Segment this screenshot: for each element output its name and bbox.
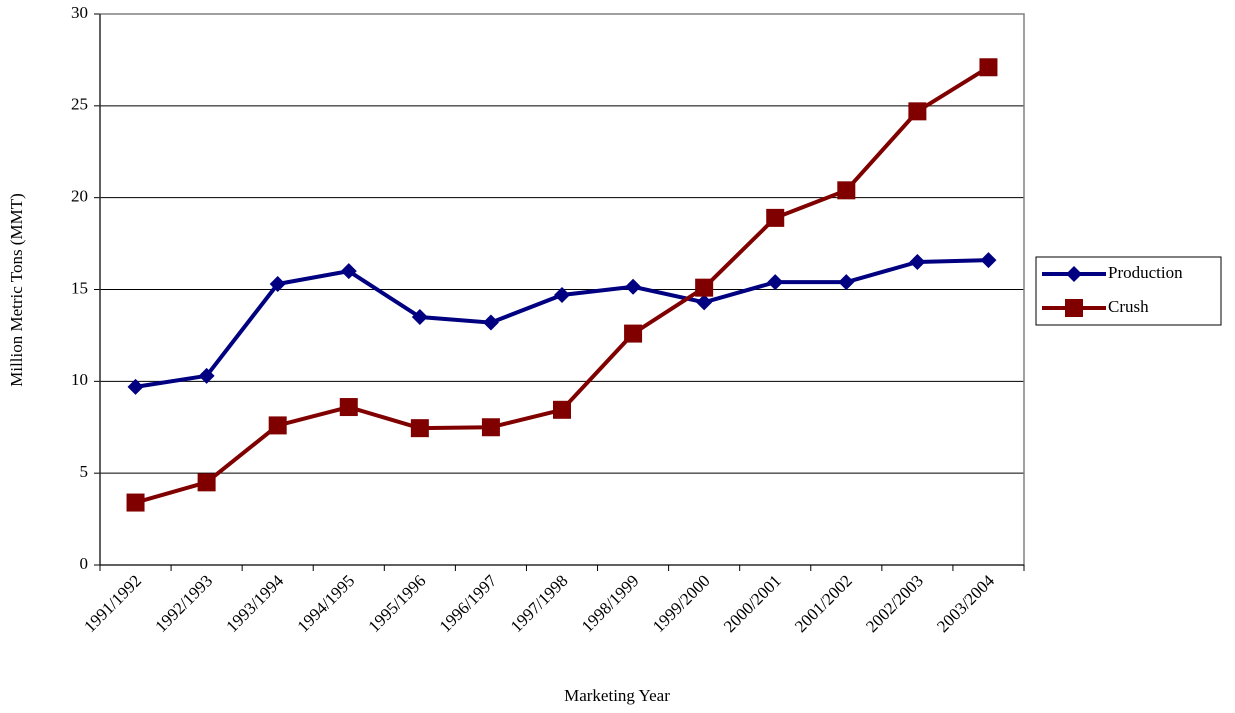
y-tick-label: 10 [71,370,88,389]
data-point [269,275,286,292]
legend-label: Crush [1108,297,1149,316]
data-point [411,309,428,326]
legend-label: Production [1108,263,1183,282]
data-point [766,208,785,227]
data-point [767,274,784,291]
y-tick-label: 20 [71,187,88,206]
data-point [268,416,287,435]
legend-marker [1066,266,1082,282]
data-point [410,419,429,438]
data-point [339,398,358,417]
data-point [909,253,926,270]
data-point [624,324,643,343]
y-tick-label: 0 [80,554,89,573]
data-point [625,278,642,295]
data-point [695,278,714,297]
y-tick-label: 25 [71,95,88,114]
y-axis-label: Million Metric Tons (MMT) [7,193,26,387]
data-point [481,418,500,437]
y-tick-label: 5 [80,462,89,481]
data-point [340,263,357,280]
data-point [554,287,570,304]
data-point [126,493,145,512]
y-tick-label: 30 [71,3,88,22]
data-point [980,252,997,269]
data-point [838,274,855,291]
data-point [127,378,144,395]
x-axis-label: Marketing Year [564,686,670,705]
data-point [837,181,856,200]
data-point [979,58,998,77]
data-point [198,367,215,384]
data-point [482,314,499,331]
data-point [553,400,571,419]
data-point [197,473,216,492]
legend-marker [1065,299,1083,317]
data-point [696,294,713,311]
data-point [908,102,927,121]
y-tick-label: 15 [71,278,88,297]
